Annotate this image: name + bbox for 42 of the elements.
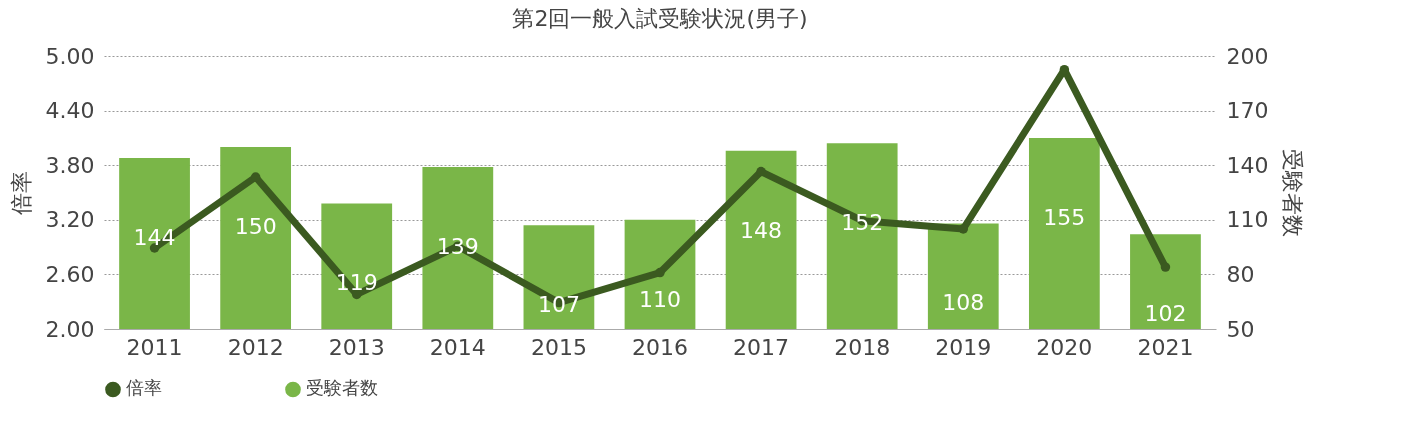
y2-tick-label: 200 [1226, 43, 1269, 69]
y-tick-label: 5.00 [45, 43, 95, 69]
chart-title: 第2回一般入試受験状況(男子) [512, 6, 808, 31]
data-label: 150 [234, 214, 277, 239]
data-label: 144 [133, 224, 176, 250]
data-label: 110 [639, 286, 681, 312]
x-tick-label: 2011 [126, 334, 183, 360]
data-label: 155 [1043, 204, 1086, 230]
y-tick-label: 2.60 [45, 261, 95, 287]
point [655, 267, 665, 278]
data-label: 148 [740, 217, 783, 243]
x-tick-label: 2012 [227, 334, 284, 360]
x-tick-label: 2017 [733, 334, 790, 360]
y2-axis-title: 受験者数 [1280, 149, 1306, 237]
y-tick-label: 4.40 [45, 98, 95, 124]
data-label: 102 [1144, 301, 1187, 327]
legend-label: 倍率 [126, 377, 162, 399]
y2-tick-label: 140 [1226, 152, 1269, 178]
y-tick-label: 3.80 [45, 152, 95, 178]
data-label: 108 [942, 290, 985, 316]
data-label: 119 [335, 270, 378, 296]
x-tick-label: 2015 [530, 334, 587, 360]
y2-tick-label: 50 [1226, 316, 1255, 342]
y2-tick-label: 170 [1226, 98, 1269, 124]
y-tick-label: 3.20 [45, 207, 95, 233]
data-label: 107 [537, 292, 580, 318]
point [1160, 262, 1171, 272]
y2-tick-label: 110 [1226, 207, 1269, 233]
y-axis-title: 倍率 [8, 171, 34, 215]
data-label: 139 [436, 234, 479, 260]
x-tick-label: 2021 [1137, 334, 1194, 360]
x-tick-label: 2013 [328, 334, 385, 360]
y2-tick-label: 80 [1226, 261, 1255, 287]
data-label: 152 [841, 210, 884, 236]
x-tick-label: 2019 [935, 334, 992, 360]
x-tick-label: 2014 [429, 334, 486, 360]
y-tick-label: 2.00 [45, 316, 95, 342]
point [756, 166, 766, 177]
legend-label: 受験者数 [306, 377, 378, 399]
x-tick-label: 2016 [632, 334, 688, 360]
x-tick-label: 2018 [834, 334, 891, 360]
x-tick-label: 2020 [1036, 334, 1093, 360]
